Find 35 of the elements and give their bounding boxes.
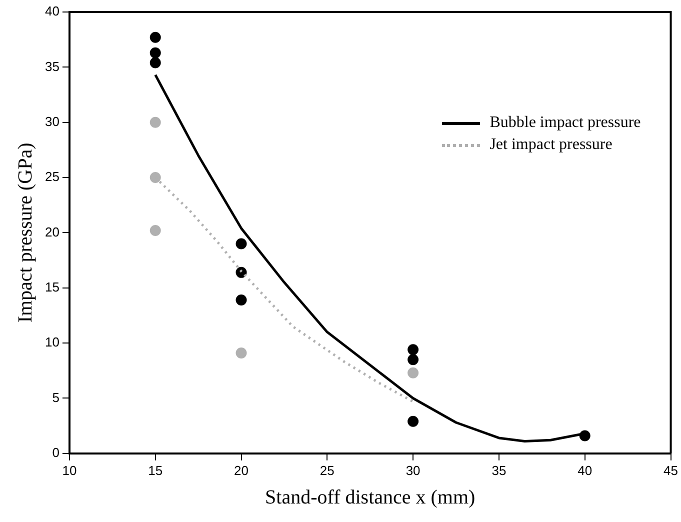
y-tick-label: 20: [44, 224, 60, 240]
point: [236, 238, 247, 250]
x-tick-label: 40: [578, 462, 592, 478]
point: [150, 47, 161, 58]
x-axis-title: Stand-off distance x (mm): [265, 486, 476, 508]
point: [150, 224, 161, 236]
point: [236, 266, 247, 278]
point: [236, 294, 247, 306]
x-tick-label: 15: [148, 462, 163, 478]
point: [150, 172, 161, 184]
y-axis-title: Impact pressure (GPa): [14, 142, 36, 323]
point: [150, 32, 161, 43]
y-tick-label: 40: [44, 4, 60, 19]
x-tick-label: 35: [492, 462, 506, 478]
y-tick-label: 15: [44, 279, 60, 294]
point: [408, 344, 419, 356]
point: [408, 416, 419, 427]
x-tick-label: 25: [320, 462, 334, 478]
x-tick-label: 20: [234, 462, 248, 478]
point: [408, 354, 419, 366]
x-tick-label: 30: [406, 462, 420, 478]
point: [150, 116, 161, 128]
legend-label: Jet impact pressure: [490, 136, 612, 154]
y-tick-label: 35: [44, 58, 60, 74]
y-tick-label: 10: [44, 334, 60, 350]
x-tick-label: 45: [664, 462, 678, 478]
y-tick-label: 25: [44, 169, 60, 184]
y-tick-label: 0: [52, 444, 60, 460]
point: [236, 347, 247, 358]
y-tick-label: 5: [52, 390, 60, 405]
x-tick-label: 10: [62, 462, 77, 478]
point: [150, 57, 161, 68]
y-tick-label: 30: [44, 114, 60, 129]
point: [408, 367, 419, 378]
legend-label: Bubble impact pressure: [490, 114, 641, 132]
